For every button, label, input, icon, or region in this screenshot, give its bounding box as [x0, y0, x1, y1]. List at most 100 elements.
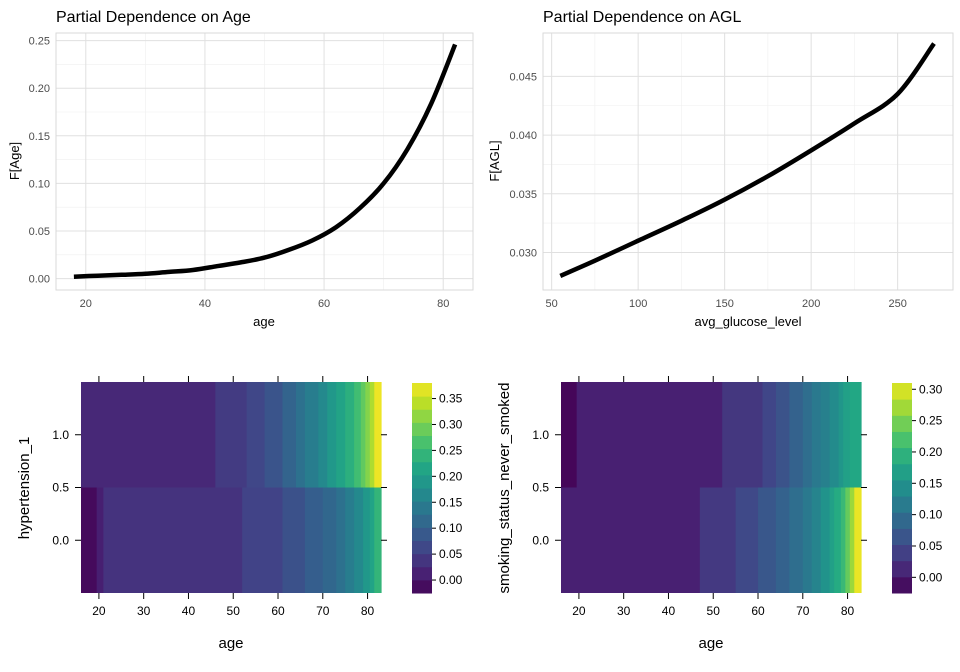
x-axis-title: age — [698, 635, 723, 652]
colorbar-tick-label: 0.05 — [439, 547, 463, 561]
heatmap-cell — [369, 382, 375, 488]
heatmap-cell — [762, 382, 777, 488]
colorbar-segment — [412, 474, 432, 489]
y-tick-label: 0.00 — [29, 274, 50, 286]
heatmap-cell — [282, 382, 297, 488]
heatmap-cell — [840, 487, 846, 593]
heatmap-cell — [345, 487, 355, 593]
heatmap-cell — [802, 382, 813, 488]
colorbar-tick-label: 0.25 — [919, 414, 943, 428]
heatmap-cell — [322, 487, 337, 593]
x-tick-label: 150 — [715, 298, 733, 310]
heatmap-cell — [365, 382, 371, 488]
y-tick-label: 0.5 — [52, 481, 69, 495]
y-tick-label: 0.045 — [509, 71, 537, 83]
colorbar-segment — [892, 528, 912, 546]
heatmap-cell — [802, 487, 813, 593]
x-tick-label: 20 — [572, 604, 586, 618]
heatmap-cell — [282, 487, 306, 593]
colorbar-tick-label: 0.25 — [439, 443, 463, 457]
panel-border — [542, 32, 954, 291]
colorbar-segment — [412, 396, 432, 410]
heatmap-cell — [561, 487, 701, 593]
y-tick-label: 1.0 — [532, 428, 549, 442]
heatmap-cell — [775, 382, 790, 488]
colorbar-segment — [412, 435, 432, 450]
colorbar-tick-label: 0.15 — [919, 476, 943, 490]
x-tick-label: 70 — [316, 604, 330, 618]
colorbar-segment — [412, 579, 432, 594]
colorbar-segment — [892, 576, 912, 594]
colorbar-tick-label: 0.00 — [919, 570, 943, 584]
x-tick-label: 50 — [227, 604, 241, 618]
heatmap-cell — [81, 382, 216, 488]
colorbar-segment — [892, 383, 912, 400]
y-tick-label: 0.20 — [29, 83, 50, 95]
colorbar-segment — [892, 560, 912, 578]
y-tick-label: 0.5 — [532, 481, 549, 495]
heatmap-cell — [699, 487, 737, 593]
heatmap-cell — [374, 487, 382, 593]
colorbar-segment — [412, 540, 432, 555]
heatmap-cell — [96, 487, 104, 593]
heatmap-cell — [849, 487, 855, 593]
colorbar-tick-label: 0.30 — [439, 417, 463, 431]
heatmap-cell — [829, 487, 835, 593]
x-tick-label: 80 — [361, 604, 375, 618]
x-axis-title: age — [253, 314, 275, 329]
colorbar-segment — [892, 399, 912, 416]
panel-border — [55, 32, 474, 291]
x-tick-label: 30 — [617, 604, 631, 618]
heatmap-cell — [854, 487, 862, 593]
heatmap-cell — [103, 487, 243, 593]
heatmap-cell — [360, 382, 366, 488]
series-line-agl — [559, 42, 936, 278]
colorbar-segment — [412, 461, 432, 476]
heatmap-cell — [354, 487, 364, 593]
heatmap-cell — [295, 382, 306, 488]
colorbar-segment — [412, 514, 432, 528]
heatmap-cell — [789, 487, 804, 593]
colorbar-segment — [892, 463, 912, 481]
colorbar-segment — [412, 566, 432, 581]
x-tick-label: 250 — [888, 298, 906, 310]
colorbar-tick-label: 0.05 — [919, 539, 943, 553]
y-tick-label: 1.0 — [52, 428, 69, 442]
heatmap-cell — [369, 487, 375, 593]
heatmap-cell — [336, 382, 346, 488]
y-tick-label: 0.035 — [509, 189, 537, 201]
heatmap-cell — [264, 382, 284, 488]
heatmap-cell — [561, 382, 578, 488]
colorbar-tick-label: 0.20 — [439, 469, 463, 483]
colorbar-tick-label: 0.15 — [439, 495, 463, 509]
x-tick-label: 80 — [841, 604, 855, 618]
y-tick-label: 0.25 — [29, 36, 50, 48]
age-partial-dependence-panel: Partial Dependence on Age 20 40 60 80 0.00 0.… — [7, 9, 474, 329]
x-tick-label: 30 — [137, 604, 151, 618]
heatmap-cell — [758, 487, 777, 593]
x-tick-label: 200 — [802, 298, 820, 310]
x-tick-label: 40 — [662, 604, 676, 618]
colorbar-segment — [412, 553, 432, 568]
heatmap-cell — [327, 382, 337, 488]
heatmap-cell — [318, 382, 328, 488]
y-tick-label: 0.05 — [29, 226, 50, 238]
y-tick-label: 0.030 — [509, 247, 537, 259]
colorbar-segment — [892, 447, 912, 465]
colorbar-segment — [892, 544, 912, 562]
colorbar-tick-label: 0.00 — [439, 573, 463, 587]
heatmap-cell — [811, 382, 822, 488]
heatmap-cell — [576, 382, 723, 488]
x-tick-label: 40 — [199, 298, 211, 310]
heatmap-cell — [775, 487, 790, 593]
heatmap-cell — [363, 487, 371, 593]
heatmap-cell — [849, 382, 862, 488]
x-tick-label: 60 — [751, 604, 765, 618]
heatmap-cell — [838, 382, 844, 488]
heatmap-cell — [843, 382, 851, 488]
heatmap-cell — [845, 487, 851, 593]
colorbar-segment — [412, 488, 432, 502]
heatmap-cell — [242, 487, 284, 593]
y-tick-label: 0.040 — [509, 130, 537, 142]
x-tick-label: 20 — [92, 604, 106, 618]
